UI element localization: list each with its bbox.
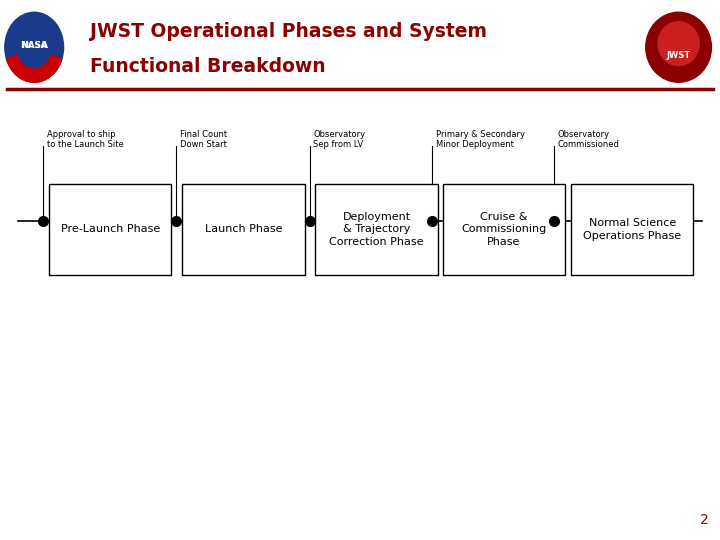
Wedge shape xyxy=(6,55,62,82)
Text: Normal Science
Operations Phase: Normal Science Operations Phase xyxy=(583,218,681,241)
FancyBboxPatch shape xyxy=(315,184,438,275)
Text: Approval to ship
to the Launch Site: Approval to ship to the Launch Site xyxy=(47,130,124,149)
Text: Functional Breakdown: Functional Breakdown xyxy=(90,57,325,76)
Text: Observatory
Sep from LV: Observatory Sep from LV xyxy=(313,130,365,149)
Text: Primary & Secondary
Minor Deployment: Primary & Secondary Minor Deployment xyxy=(436,130,525,149)
FancyBboxPatch shape xyxy=(49,184,171,275)
Text: NASA: NASA xyxy=(20,41,48,50)
FancyBboxPatch shape xyxy=(182,184,305,275)
Circle shape xyxy=(5,12,63,82)
Circle shape xyxy=(658,22,699,65)
Text: Observatory
Commissioned: Observatory Commissioned xyxy=(558,130,620,149)
Text: Pre-Launch Phase: Pre-Launch Phase xyxy=(60,225,160,234)
Text: Launch Phase: Launch Phase xyxy=(204,225,282,234)
FancyBboxPatch shape xyxy=(571,184,693,275)
FancyBboxPatch shape xyxy=(443,184,565,275)
Text: 2: 2 xyxy=(701,512,709,526)
Text: NASA: NASA xyxy=(21,41,48,50)
Text: JWST: JWST xyxy=(667,51,690,60)
Text: JWST Operational Phases and System: JWST Operational Phases and System xyxy=(90,22,487,40)
Text: Final Count
Down Start: Final Count Down Start xyxy=(180,130,227,149)
Circle shape xyxy=(646,12,711,82)
Text: Deployment
& Trajectory
Correction Phase: Deployment & Trajectory Correction Phase xyxy=(329,212,424,247)
Text: Cruise &
Commissioning
Phase: Cruise & Commissioning Phase xyxy=(462,212,546,247)
